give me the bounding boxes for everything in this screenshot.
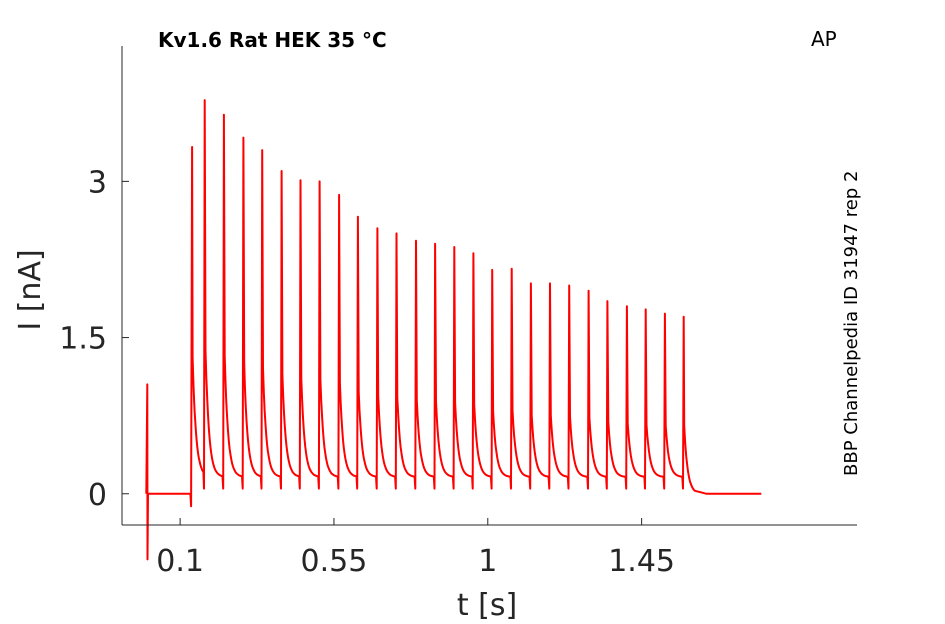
plot-area (145, 99, 762, 561)
y-axis-label: I [nA] (13, 249, 48, 330)
current-trace-line (145, 99, 762, 561)
ticks: 0.1 0.55 1 1.45 0 1.5 3 (59, 165, 675, 579)
x-tick-label: 1.45 (608, 544, 675, 579)
side-label: BBP Channelpedia ID 31947 rep 2 (841, 171, 862, 476)
y-tick-label: 0 (88, 478, 107, 513)
y-tick-label: 1.5 (59, 322, 107, 357)
x-tick-label: 1 (478, 544, 497, 579)
x-axis-label: t [s] (457, 588, 517, 623)
y-tick-label: 3 (88, 165, 107, 200)
x-tick-label: 0.55 (301, 544, 368, 579)
corner-label: AP (811, 27, 837, 51)
axes (121, 46, 857, 526)
chart-title: Kv1.6 Rat HEK 35 °C (158, 28, 387, 52)
x-tick-label: 0.1 (156, 544, 204, 579)
